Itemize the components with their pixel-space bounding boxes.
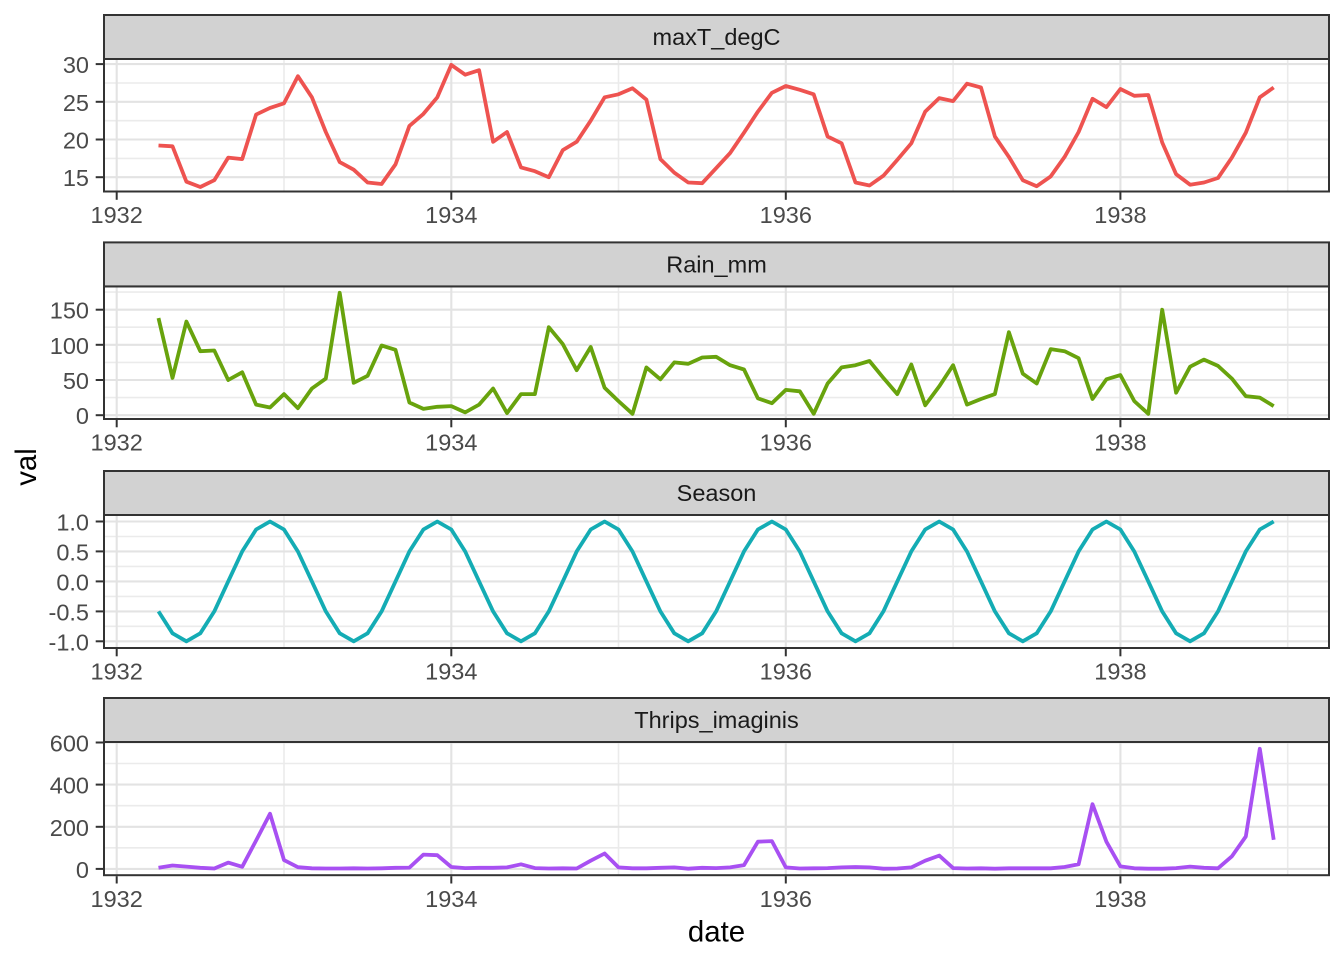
svg-text:1934: 1934 (425, 202, 477, 228)
svg-text:1932: 1932 (91, 659, 143, 685)
svg-text:200: 200 (50, 815, 89, 841)
svg-text:1938: 1938 (1094, 202, 1146, 228)
svg-text:val: val (10, 448, 43, 486)
svg-text:25: 25 (63, 90, 89, 116)
svg-text:150: 150 (50, 298, 89, 324)
svg-text:1936: 1936 (760, 202, 812, 228)
svg-text:100: 100 (50, 333, 89, 359)
svg-text:400: 400 (50, 773, 89, 799)
svg-text:1934: 1934 (425, 659, 477, 685)
svg-text:Thrips_imaginis: Thrips_imaginis (634, 707, 799, 733)
svg-text:0: 0 (76, 403, 89, 429)
svg-text:1938: 1938 (1094, 886, 1146, 912)
svg-text:1.0: 1.0 (56, 510, 89, 536)
svg-text:1938: 1938 (1094, 430, 1146, 456)
svg-text:50: 50 (63, 368, 89, 394)
svg-text:30: 30 (63, 52, 89, 78)
svg-text:-1.0: -1.0 (49, 629, 90, 655)
svg-text:1936: 1936 (760, 659, 812, 685)
svg-text:20: 20 (63, 128, 89, 154)
svg-text:Rain_mm: Rain_mm (666, 251, 767, 277)
svg-text:-0.5: -0.5 (49, 599, 90, 625)
svg-text:15: 15 (63, 165, 89, 191)
svg-text:1932: 1932 (91, 886, 143, 912)
svg-text:0.5: 0.5 (56, 539, 89, 565)
svg-text:Season: Season (677, 480, 757, 506)
svg-text:1932: 1932 (91, 202, 143, 228)
svg-text:1934: 1934 (425, 886, 477, 912)
svg-text:1932: 1932 (91, 430, 143, 456)
svg-text:maxT_degC: maxT_degC (653, 24, 781, 50)
svg-text:600: 600 (50, 731, 89, 757)
svg-text:1934: 1934 (425, 430, 477, 456)
svg-text:1936: 1936 (760, 886, 812, 912)
svg-text:1938: 1938 (1094, 659, 1146, 685)
svg-text:0.0: 0.0 (56, 569, 89, 595)
svg-text:date: date (688, 916, 745, 949)
svg-text:0: 0 (76, 857, 89, 883)
svg-text:1936: 1936 (760, 430, 812, 456)
